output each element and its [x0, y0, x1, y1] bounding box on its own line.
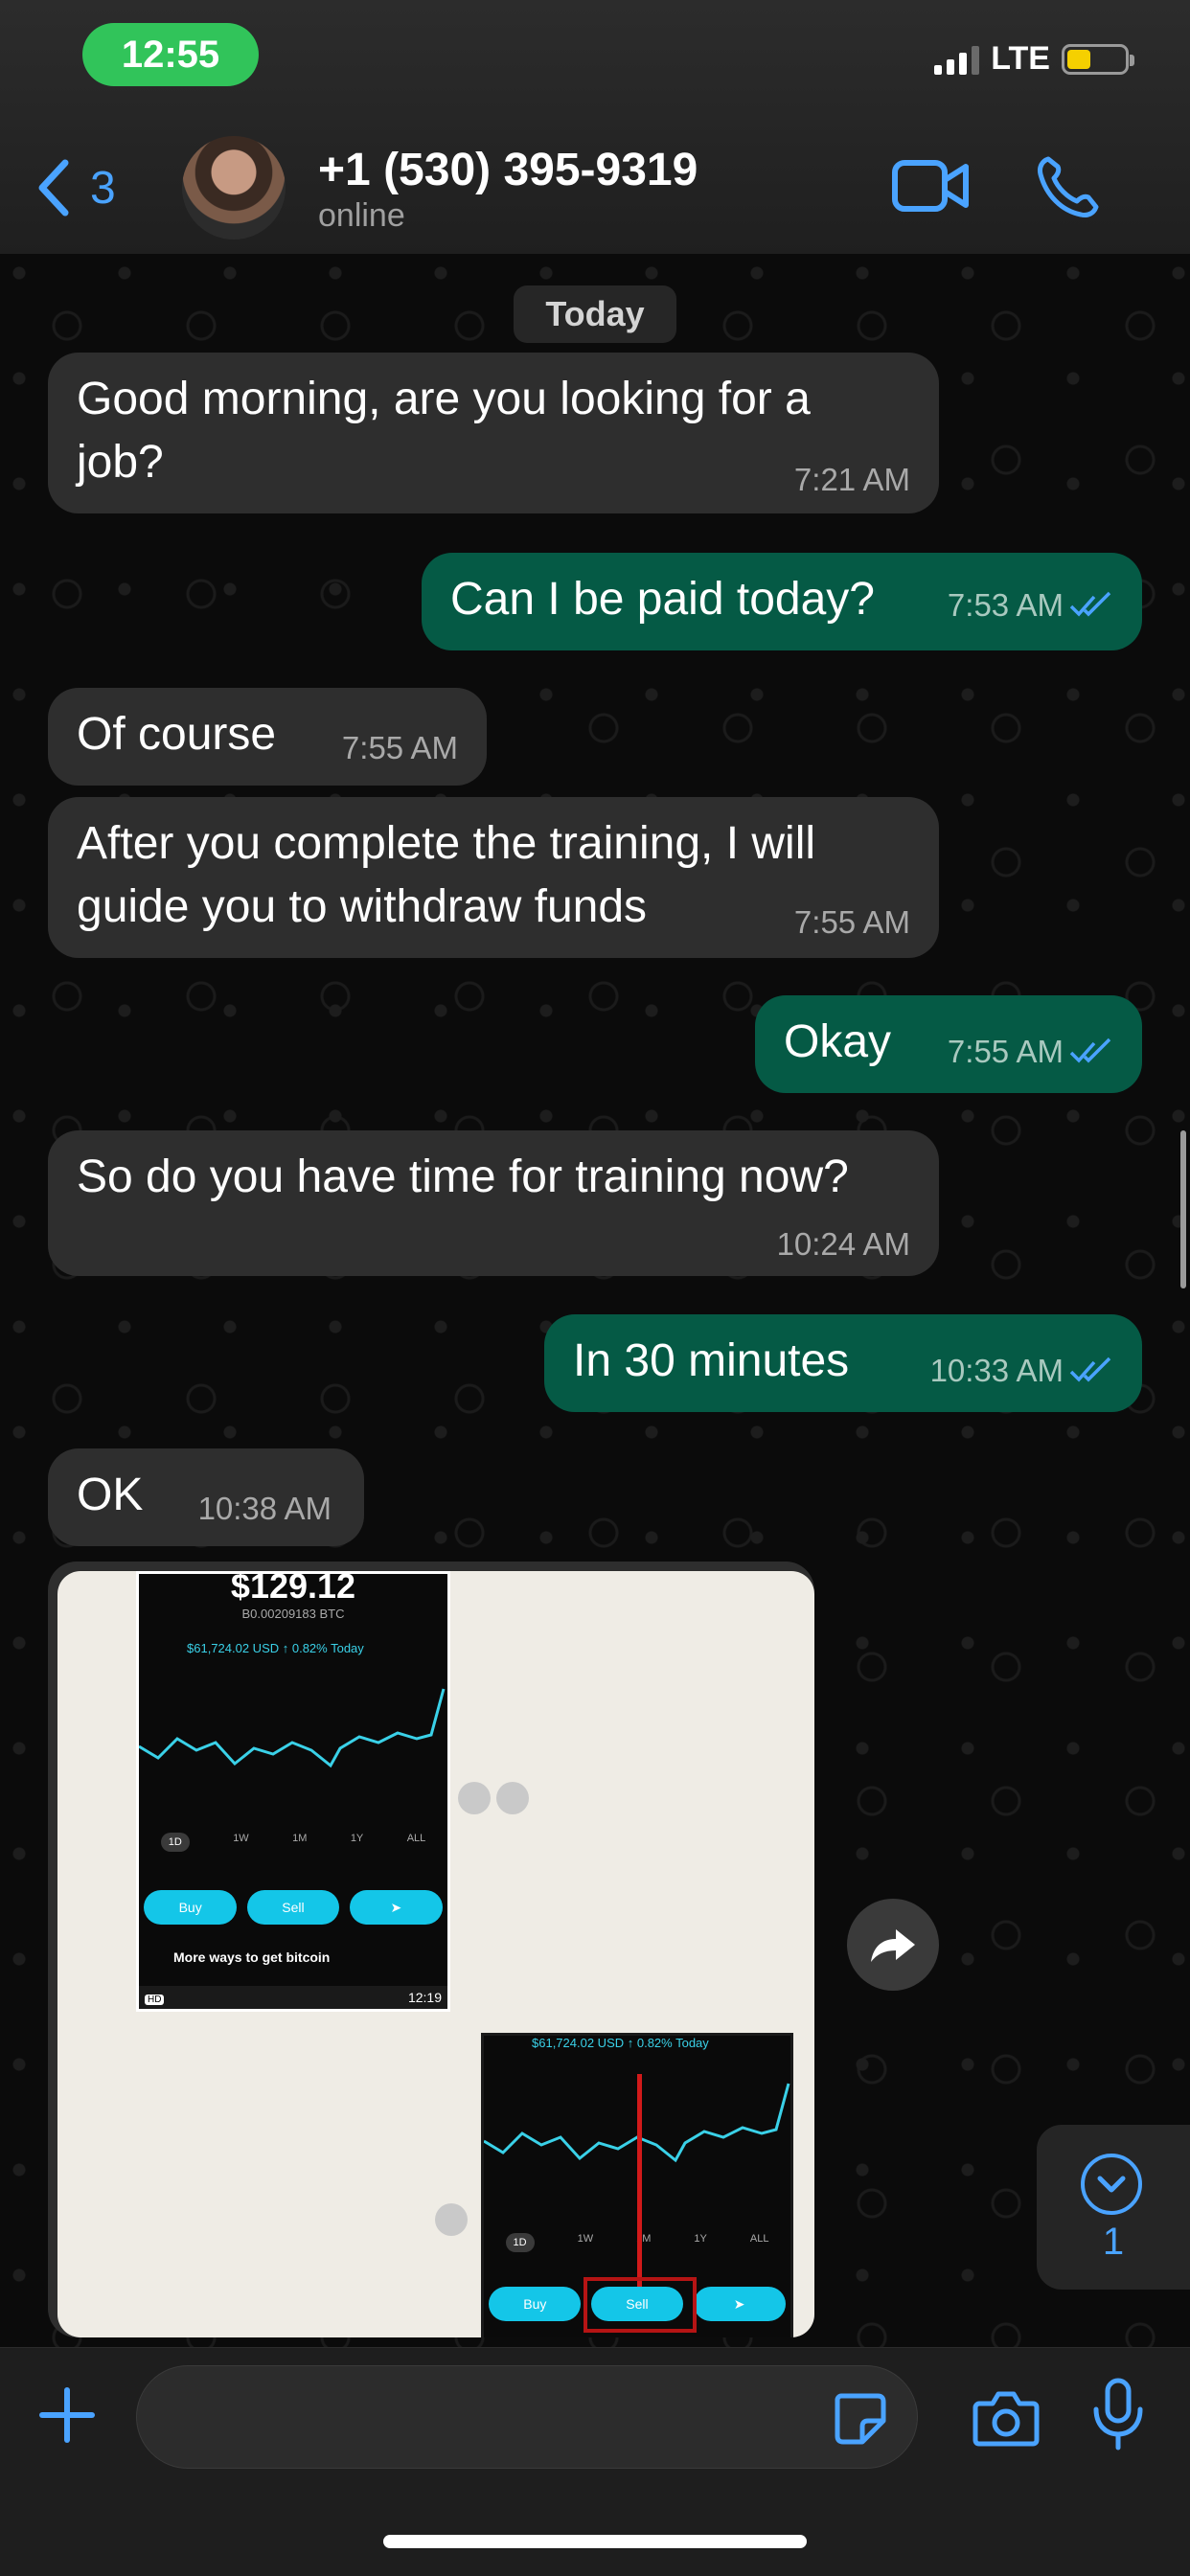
- message-text: Good morning, are you looking for a job?: [77, 374, 811, 488]
- message-text: In 30 minutes: [573, 1335, 850, 1386]
- message-bubble-incoming[interactable]: So do you have time for training now? 10…: [48, 1130, 939, 1276]
- contact-name[interactable]: +1 (530) 395-9319: [318, 145, 698, 195]
- status-indicators: LTE: [934, 40, 1134, 78]
- forward-icon: [871, 1929, 915, 1962]
- avatar[interactable]: [182, 136, 286, 239]
- phone-call-icon[interactable]: [1035, 153, 1102, 220]
- message-text: Okay: [784, 1016, 892, 1067]
- message-bubble-outgoing[interactable]: In 30 minutes 10:33 AM: [544, 1314, 1142, 1412]
- price-line-chart: [484, 2083, 790, 2163]
- ticker-text: $61,724.02 USD ↑ 0.82% Today: [532, 2036, 709, 2050]
- read-receipt-icon: [1069, 1356, 1111, 1382]
- sell-highlight-box: [584, 2277, 697, 2333]
- forward-icon: [435, 2203, 468, 2236]
- message-composer: [0, 2347, 1190, 2576]
- red-arrow-annotation: [637, 2074, 642, 2287]
- date-separator: Today: [514, 285, 676, 343]
- embedded-screenshot-1: $129.12 B0.00209183 BTC $61,724.02 USD ↑…: [136, 1571, 450, 2012]
- emoji-icon: [496, 1782, 529, 1814]
- message-text: OK: [77, 1470, 144, 1520]
- ticker-text: $61,724.02 USD ↑ 0.82% Today: [187, 1641, 364, 1655]
- action-buttons: Buy Sell ➤: [139, 1890, 447, 1925]
- message-bubble-incoming[interactable]: OK 10:38 AM: [48, 1448, 364, 1546]
- forward-icon: [458, 1782, 491, 1814]
- back-count: 3: [90, 162, 116, 214]
- chevron-left-icon: [38, 159, 69, 217]
- scrollbar[interactable]: [1180, 1130, 1186, 1288]
- microphone-icon[interactable]: [1090, 2377, 1146, 2451]
- message-time: 10:24 AM: [776, 1226, 910, 1262]
- battery-icon: [1062, 43, 1134, 75]
- camera-icon[interactable]: [972, 2388, 1041, 2448]
- message-time: 10:38 AM: [197, 1491, 332, 1526]
- message-text: So do you have time for training now?: [77, 1151, 849, 1202]
- price-line-chart: [139, 1688, 446, 1768]
- scroll-to-bottom-button[interactable]: 1: [1037, 2125, 1190, 2290]
- message-time: 7:55 AM: [793, 904, 910, 940]
- image-attachment[interactable]: $129.12 B0.00209183 BTC $61,724.02 USD ↑…: [57, 1571, 814, 2337]
- message-meta: 7:55 AM: [948, 1034, 1117, 1070]
- read-receipt-icon: [1069, 1037, 1111, 1063]
- chevron-down-icon: [1081, 2154, 1142, 2215]
- message-text: Can I be paid today?: [450, 574, 875, 625]
- message-bubble-incoming[interactable]: Good morning, are you looking for a job? …: [48, 353, 939, 513]
- message-text: Of course: [77, 709, 277, 760]
- more-ways-text: More ways to get bitcoin: [173, 1949, 331, 1965]
- message-meta: 7:53 AM: [948, 587, 1117, 624]
- sticker-icon[interactable]: [832, 2390, 887, 2446]
- message-time: 7:55 AM: [341, 730, 458, 765]
- message-bubble-incoming[interactable]: After you complete the training, I will g…: [48, 797, 939, 958]
- video-call-icon[interactable]: [891, 157, 970, 215]
- status-time: 12:55: [82, 23, 259, 86]
- message-time: 7:55 AM: [947, 1034, 1064, 1069]
- back-button[interactable]: 3: [34, 157, 116, 218]
- message-bubble-outgoing[interactable]: Can I be paid today? 7:53 AM: [422, 553, 1142, 650]
- action-buttons: Buy Sell ➤: [484, 2287, 790, 2321]
- home-indicator[interactable]: [383, 2535, 807, 2548]
- contact-status: online: [318, 197, 405, 234]
- chat-header: 12:55 LTE 3 +1 (530) 395-9319 online: [0, 0, 1190, 255]
- image-message[interactable]: $129.12 B0.00209183 BTC $61,724.02 USD ↑…: [48, 1562, 814, 2337]
- timeframe-selector: 1D 1W 1M 1Y ALL: [139, 1833, 447, 1852]
- plus-icon[interactable]: [36, 2384, 98, 2446]
- read-receipt-icon: [1069, 591, 1111, 617]
- message-time: 7:21 AM: [793, 462, 910, 497]
- message-time: 10:33 AM: [929, 1353, 1064, 1388]
- screenshot-footer: HD 12:19: [139, 1986, 447, 2009]
- message-time: 7:53 AM: [947, 587, 1064, 623]
- message-text: After you complete the training, I will g…: [77, 818, 816, 932]
- forward-button[interactable]: [847, 1899, 939, 1991]
- embedded-screenshot-2: $61,724.02 USD ↑ 0.82% Today 1D 1W 1M 1Y…: [481, 2033, 793, 2337]
- network-label: LTE: [991, 40, 1050, 77]
- btc-amount: B0.00209183 BTC: [241, 1607, 345, 1621]
- message-input[interactable]: [136, 2365, 918, 2469]
- message-meta: 10:33 AM: [930, 1353, 1117, 1389]
- unread-count-badge: 1: [1102, 2221, 1125, 2263]
- signal-icon: [934, 44, 980, 75]
- message-bubble-outgoing[interactable]: Okay 7:55 AM: [755, 995, 1142, 1093]
- price-text: $129.12: [230, 1571, 356, 1606]
- message-bubble-incoming[interactable]: Of course 7:55 AM: [48, 688, 487, 786]
